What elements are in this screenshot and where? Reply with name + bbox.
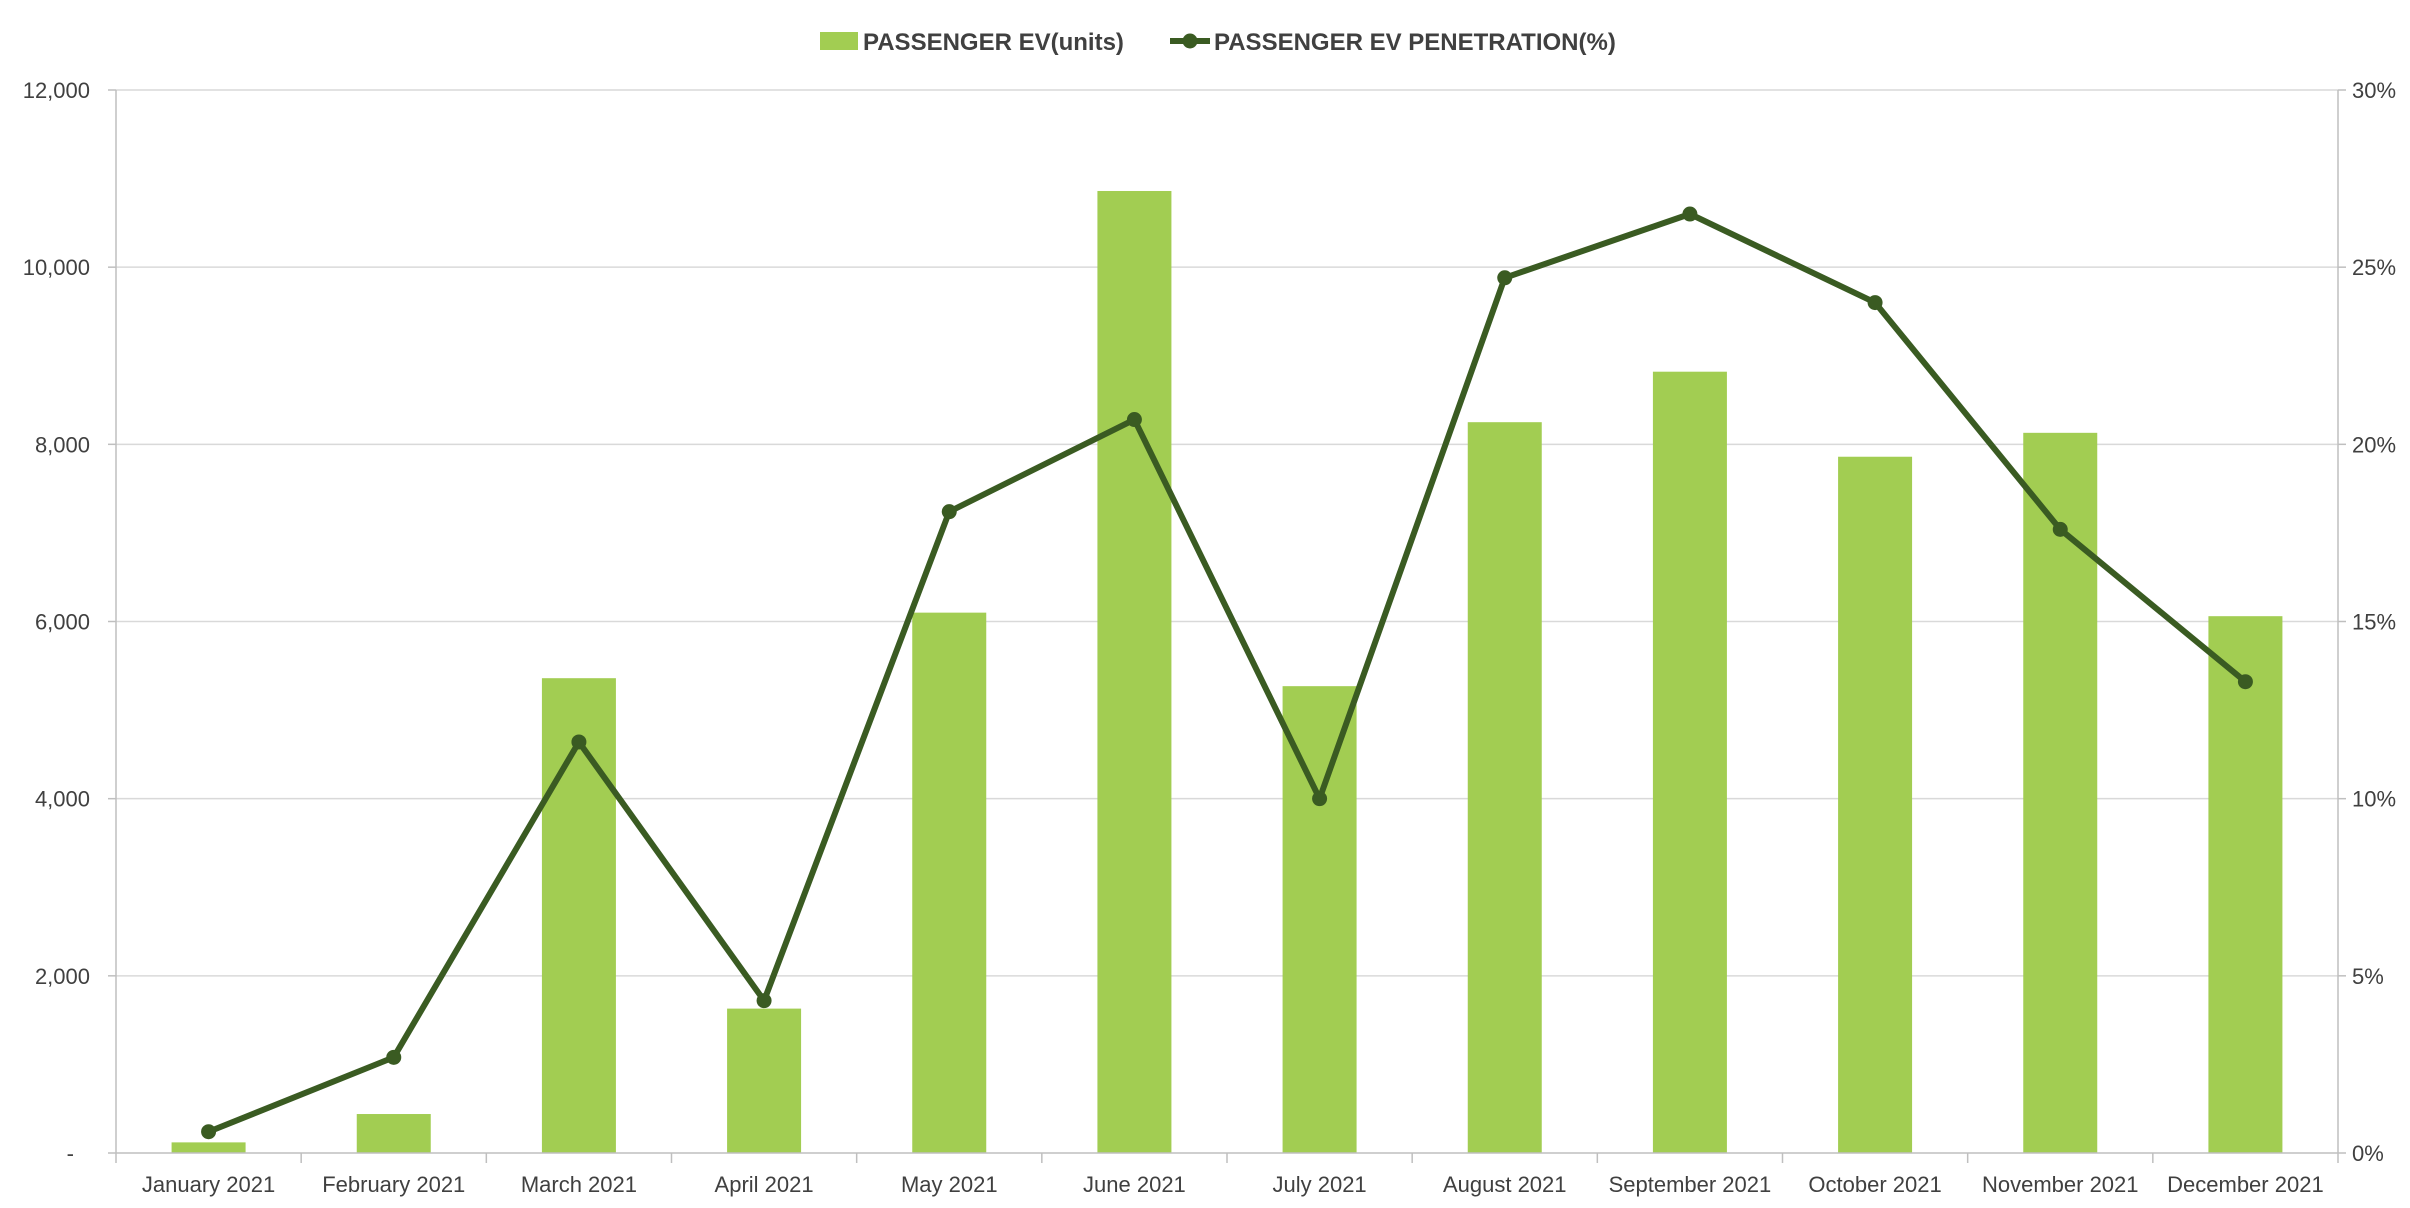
left-axis-tick-label: 6,000 (35, 610, 90, 635)
bar-december-2021 (2208, 616, 2283, 1153)
x-axis-category-label: October 2021 (1808, 1172, 1941, 1197)
right-axis-tick-label: 15% (2352, 610, 2396, 635)
x-axis-category-label: February 2021 (322, 1172, 465, 1197)
left-axis-tick-label: 2,000 (35, 964, 90, 989)
right-axis-tick-label: 30% (2352, 78, 2396, 103)
bar-july-2021 (1282, 686, 1357, 1153)
axes (108, 89, 2346, 1163)
x-axis-category-label: August 2021 (1443, 1172, 1567, 1197)
legend-line-marker (1182, 33, 1198, 49)
penetration-point-july-2021 (1312, 791, 1328, 807)
x-axis-category-label: January 2021 (142, 1172, 275, 1197)
penetration-point-november-2021 (2052, 521, 2068, 537)
bar-march-2021 (541, 678, 616, 1153)
legend-bar-label: PASSENGER EV(units) (863, 29, 1124, 56)
penetration-point-february-2021 (386, 1049, 402, 1065)
x-axis-category-label: June 2021 (1083, 1172, 1186, 1197)
left-axis-tick-label: - (67, 1141, 74, 1166)
penetration-point-december-2021 (2237, 674, 2253, 690)
bar-october-2021 (1838, 456, 1913, 1153)
penetration-point-september-2021 (1682, 206, 1698, 222)
bar-january-2021 (171, 1142, 246, 1153)
x-axis-category-label: May 2021 (901, 1172, 998, 1197)
right-axis-tick-label: 0% (2352, 1141, 2384, 1166)
left-axis-tick-label: 10,000 (23, 255, 90, 280)
line-series (201, 206, 2253, 1140)
left-axis-tick-label: 12,000 (23, 78, 90, 103)
tick-labels: - 2,000 4,000 6,000 8,000 10,000 12,000 0% 5% 10%… (23, 78, 2396, 1197)
bar-august-2021 (1467, 422, 1542, 1153)
bar-series (171, 190, 2283, 1154)
penetration-point-may-2021 (941, 504, 957, 520)
right-axis-tick-label: 20% (2352, 432, 2396, 457)
left-axis-tick-label: 4,000 (35, 787, 90, 812)
right-axis-tick-label: 25% (2352, 255, 2396, 280)
penetration-point-april-2021 (756, 993, 772, 1009)
bar-september-2021 (1652, 371, 1727, 1153)
penetration-point-october-2021 (1867, 295, 1883, 311)
legend-line-label: PASSENGER EV PENETRATION(%) (1214, 29, 1616, 56)
bar-june-2021 (1097, 190, 1172, 1154)
right-axis-tick-label: 5% (2352, 964, 2384, 989)
legend: PASSENGER EV(units) PASSENGER EV PENETRAT… (820, 29, 1616, 56)
penetration-line (205, 211, 2249, 1135)
x-axis-category-label: November 2021 (1982, 1172, 2139, 1197)
penetration-point-june-2021 (1126, 412, 1142, 428)
x-axis-category-label: September 2021 (1609, 1172, 1772, 1197)
right-axis-tick-label: 10% (2352, 787, 2396, 812)
bar-april-2021 (727, 1008, 802, 1153)
penetration-point-january-2021 (201, 1124, 217, 1140)
bar-february-2021 (356, 1114, 431, 1153)
bar-november-2021 (2023, 432, 2098, 1153)
bar-may-2021 (912, 612, 987, 1153)
gridlines (116, 89, 2338, 977)
legend-bar-swatch (820, 32, 858, 50)
x-axis-category-label: April 2021 (715, 1172, 814, 1197)
x-axis-category-label: July 2021 (1272, 1172, 1366, 1197)
x-axis-category-label: March 2021 (521, 1172, 637, 1197)
left-axis-tick-label: 8,000 (35, 432, 90, 457)
penetration-point-march-2021 (571, 734, 587, 750)
x-axis-category-label: December 2021 (2167, 1172, 2324, 1197)
penetration-point-august-2021 (1497, 270, 1513, 286)
